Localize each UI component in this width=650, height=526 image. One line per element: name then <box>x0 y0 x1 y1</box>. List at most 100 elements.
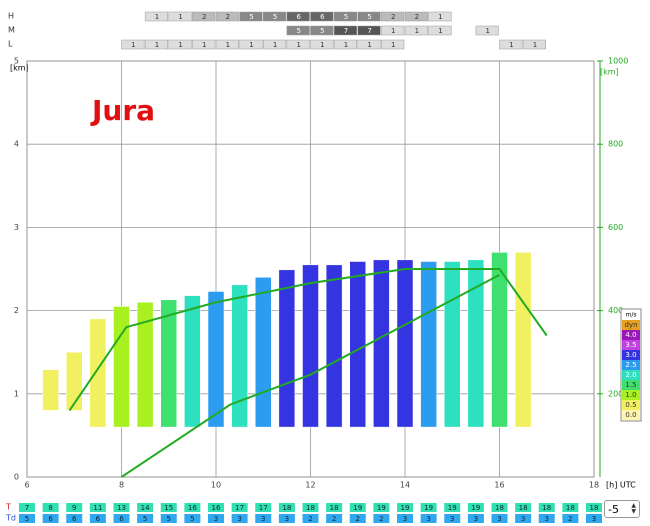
temp-value: 3 <box>592 515 596 523</box>
temp-cell <box>137 514 154 523</box>
temp-value: 3 <box>474 515 478 523</box>
chart-title: Jura <box>90 94 155 127</box>
cloud-value: 5 <box>273 13 277 21</box>
temp-cell <box>89 514 106 523</box>
y-tick-label: 1 <box>14 389 19 398</box>
cloud-cell <box>428 25 452 36</box>
cloud-cell <box>522 39 546 50</box>
legend-label: 0.0 <box>625 411 636 419</box>
cloud-cell <box>357 39 381 50</box>
temp-value: 18 <box>566 504 575 512</box>
temp-cell <box>89 503 106 512</box>
temp-cell <box>278 514 295 523</box>
cloud-value: 1 <box>178 13 182 21</box>
temp-cell <box>113 514 130 523</box>
temp-cell <box>467 503 484 512</box>
y2-tick-label: 400 <box>608 306 623 315</box>
cloud-cell <box>499 39 523 50</box>
temp-value: 5 <box>167 515 171 523</box>
y2-tick-label: 800 <box>608 140 623 149</box>
temp-row-label: T <box>5 503 11 512</box>
legend-swatch <box>622 350 640 360</box>
legend-title: m/s <box>626 312 637 319</box>
cloud-value: 1 <box>273 41 277 49</box>
temp-cell <box>397 514 413 523</box>
x-tick-label: 18 <box>589 481 599 490</box>
temp-value: 2 <box>356 515 360 523</box>
temp-row-label: Td <box>5 514 16 523</box>
temp-cell <box>302 503 319 512</box>
temp-value: 18 <box>590 504 599 512</box>
temp-value: 2 <box>568 515 572 523</box>
temp-value: 11 <box>93 504 102 512</box>
temp-cell <box>349 514 366 523</box>
cloud-cell <box>381 25 405 36</box>
cloud-value: 1 <box>438 13 442 21</box>
temp-value: 6 <box>96 515 101 523</box>
cloud-value: 7 <box>344 27 348 35</box>
temp-value: 3 <box>214 515 218 523</box>
cloud-cell <box>239 39 263 50</box>
temp-value: 5 <box>143 515 147 523</box>
temp-value: 14 <box>141 504 150 512</box>
legend-swatch <box>622 400 640 410</box>
cloud-value: 2 <box>202 13 206 21</box>
profile-line <box>68 268 548 412</box>
temp-value: 3 <box>521 515 525 523</box>
legend-swatch <box>622 380 640 390</box>
legend-swatch <box>622 360 640 370</box>
x-tick-label: 12 <box>305 481 315 490</box>
temp-cell <box>326 503 343 512</box>
thermal-column <box>255 277 272 428</box>
spinner-arrows[interactable]: ▲ ▼ <box>631 502 636 515</box>
thermal-column <box>184 295 201 428</box>
offset-spinner[interactable]: -5 ▲ ▼ <box>604 500 640 518</box>
thermal-column <box>160 299 177 428</box>
temp-value: 2 <box>332 515 336 523</box>
cloud-cell <box>263 11 287 22</box>
temp-cell <box>302 514 319 523</box>
cloud-value: 1 <box>320 41 324 49</box>
cloud-cell <box>239 11 263 22</box>
cloud-value: 1 <box>391 41 395 49</box>
cloud-cell <box>215 11 239 22</box>
cloud-cell <box>310 25 334 36</box>
thermal-column <box>420 261 437 428</box>
thermal-column <box>444 261 461 428</box>
y2-tick-label: 1000 <box>608 57 628 66</box>
temp-cell <box>42 514 59 523</box>
temp-value: 2 <box>379 515 383 523</box>
cloud-row-label: L <box>8 40 13 49</box>
cloud-cell <box>192 39 216 50</box>
temp-cell <box>255 514 272 523</box>
temp-cell <box>231 503 248 512</box>
thermal-column <box>349 261 366 428</box>
cloud-cell <box>333 11 357 22</box>
temp-value: 3 <box>450 515 454 523</box>
cloud-value: 1 <box>344 41 348 49</box>
temp-value: 19 <box>424 504 433 512</box>
temp-cell <box>255 503 272 512</box>
temp-value: 3 <box>285 515 289 523</box>
profile-line <box>120 273 500 478</box>
temp-value: 19 <box>353 504 362 512</box>
thermal-column <box>373 259 390 428</box>
temp-cell <box>19 514 35 523</box>
temp-value: 18 <box>330 504 339 512</box>
legend-swatch <box>622 330 640 340</box>
thermal-column <box>207 291 225 428</box>
cloud-cell <box>215 39 239 50</box>
cloud-cell <box>121 39 145 50</box>
cloud-value: 2 <box>415 13 419 21</box>
cloud-cell <box>404 11 428 22</box>
temp-cell <box>515 514 532 523</box>
cloud-value: 2 <box>391 13 395 21</box>
cloud-value: 1 <box>509 41 513 49</box>
temp-cell <box>562 514 579 523</box>
cloud-cell <box>263 39 287 50</box>
cloud-cell <box>381 11 405 22</box>
cloud-value: 5 <box>367 13 371 21</box>
temp-value: 3 <box>237 515 241 523</box>
temp-cell <box>208 503 224 512</box>
